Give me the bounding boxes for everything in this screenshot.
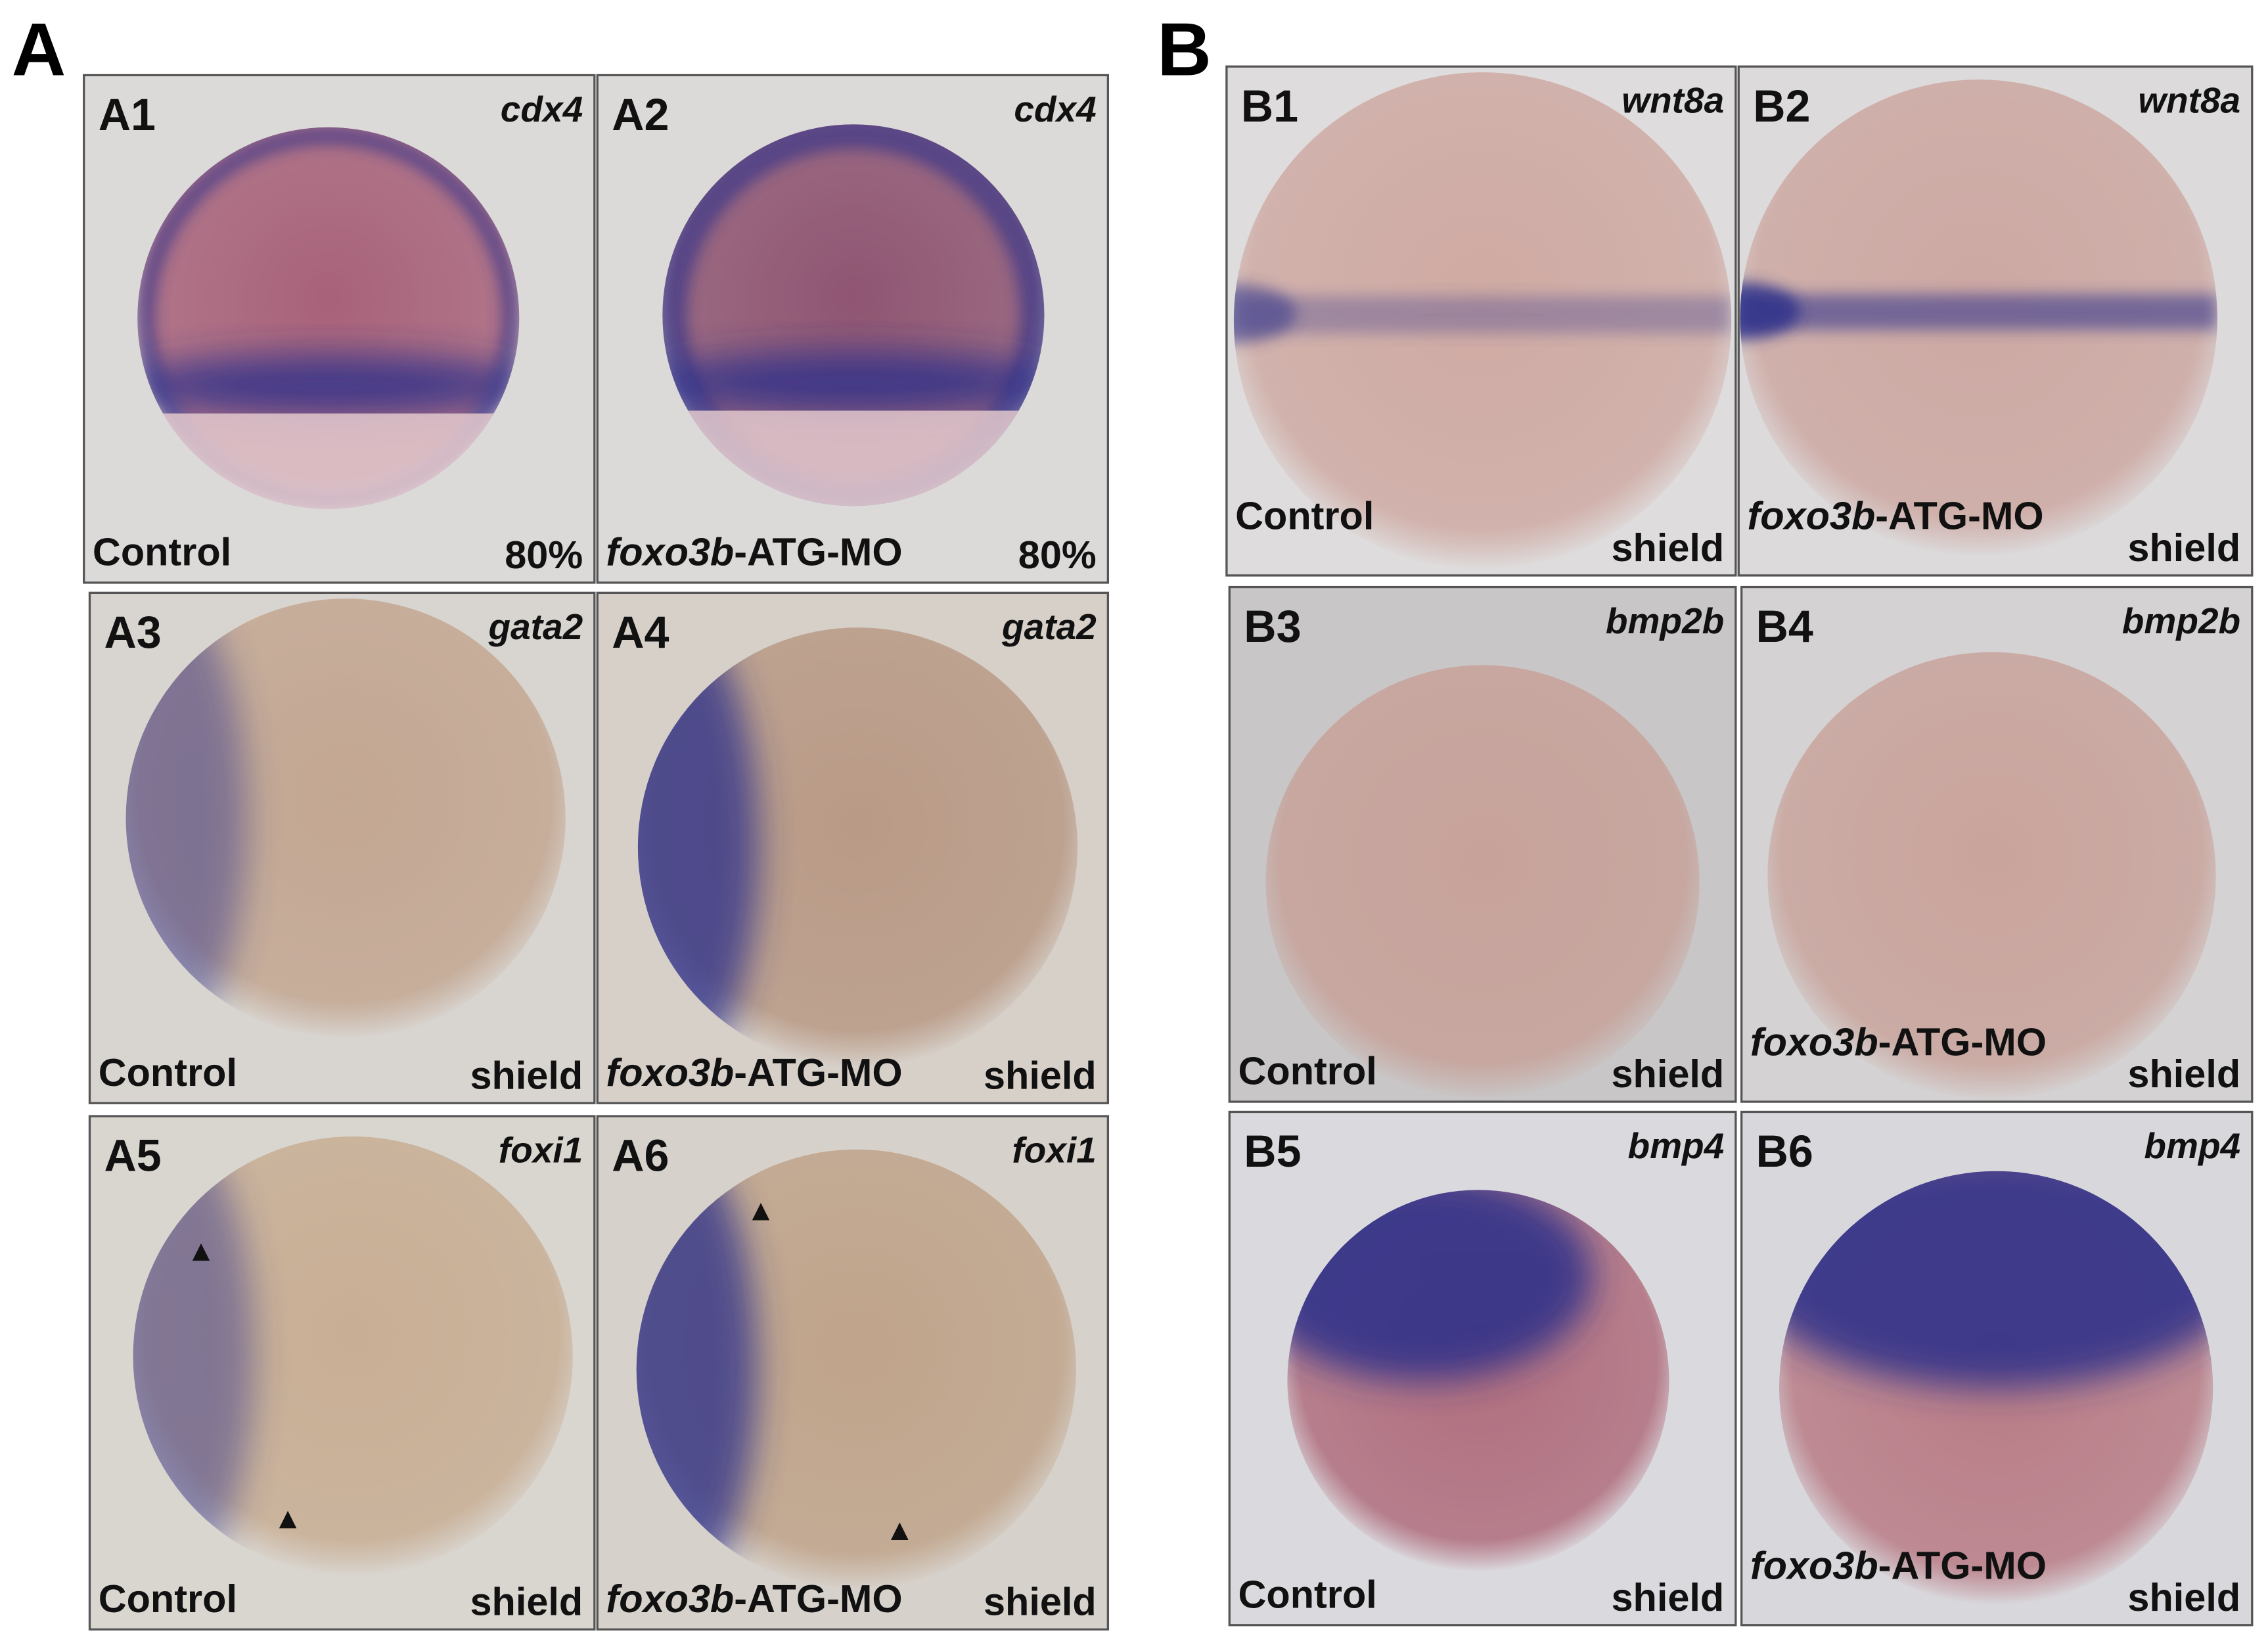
gene-name: bmp2b bbox=[2122, 600, 2240, 641]
panel-id: A3 bbox=[104, 608, 162, 658]
gene-name: foxi1 bbox=[499, 1130, 583, 1171]
condition-label: foxo3b-ATG-MO bbox=[606, 1050, 902, 1094]
stage-label: shield bbox=[2127, 526, 2240, 570]
embryo-image bbox=[637, 627, 1078, 1068]
embryo-image bbox=[1740, 79, 2217, 557]
subpanel: B1 wnt8a Control shield bbox=[1225, 65, 1737, 577]
gene-name: cdx4 bbox=[1014, 89, 1096, 129]
gene-name: gata2 bbox=[488, 606, 583, 647]
condition-text: Control bbox=[99, 1577, 237, 1621]
condition-text: -ATG-MO bbox=[1875, 494, 2043, 538]
condition-text: Control bbox=[93, 530, 231, 574]
gene-name: gata2 bbox=[1001, 606, 1097, 647]
panel-id: A6 bbox=[612, 1131, 669, 1181]
condition-label: foxo3b-ATG-MO bbox=[1750, 1020, 2047, 1064]
panel-id: B2 bbox=[1753, 81, 1810, 131]
stage-label: shield bbox=[470, 1053, 583, 1097]
arrowhead bbox=[891, 1522, 909, 1540]
embryo-image bbox=[133, 1136, 573, 1576]
gene-name: foxi1 bbox=[1012, 1130, 1096, 1171]
embryo-image bbox=[1265, 665, 1700, 1099]
condition-text: Control bbox=[99, 1050, 237, 1094]
subpanel: B2 wnt8a foxo3b-ATG-MO shield bbox=[1737, 65, 2254, 577]
subpanel: A5 foxi1 Control shield bbox=[88, 1115, 596, 1631]
panel-id: A5 bbox=[104, 1131, 162, 1181]
subpanel: B5 bmp4 Control shield bbox=[1228, 1110, 1737, 1627]
subpanel: A3 gata2 Control shield bbox=[88, 591, 596, 1104]
condition-label: Control bbox=[93, 530, 231, 574]
condition-morpholino-gene: foxo3b bbox=[606, 1577, 734, 1621]
panel-id: A1 bbox=[99, 90, 156, 140]
embryo-image bbox=[1767, 652, 2216, 1100]
gene-name: bmp4 bbox=[1627, 1125, 1724, 1166]
condition-text: -ATG-MO bbox=[1878, 1020, 2047, 1064]
figure-panel-label: A bbox=[12, 7, 66, 91]
condition-text: Control bbox=[1238, 1572, 1377, 1616]
stage-label: shield bbox=[2127, 1052, 2240, 1096]
stage-label: 80% bbox=[1018, 533, 1097, 577]
condition-morpholino-gene: foxo3b bbox=[606, 1050, 734, 1094]
condition-label: foxo3b-ATG-MO bbox=[606, 1577, 902, 1621]
arrowhead bbox=[279, 1510, 297, 1529]
condition-label: foxo3b-ATG-MO bbox=[1747, 494, 2043, 538]
gene-name: bmp2b bbox=[1606, 600, 1724, 641]
condition-text: -ATG-MO bbox=[734, 530, 902, 574]
condition-morpholino-gene: foxo3b bbox=[1747, 494, 1875, 538]
condition-text: Control bbox=[1238, 1049, 1377, 1093]
embryo-image bbox=[636, 1149, 1076, 1589]
subpanel: A6 foxi1 foxo3b-ATG-MO shield bbox=[596, 1115, 1110, 1631]
subpanel: B6 bmp4 foxo3b-ATG-MO shield bbox=[1740, 1110, 2254, 1627]
stage-label: shield bbox=[1611, 526, 1724, 570]
panel-id: A2 bbox=[612, 90, 669, 140]
embryo-image bbox=[125, 598, 566, 1039]
gene-name: wnt8a bbox=[1622, 80, 1724, 121]
condition-morpholino-gene: foxo3b bbox=[606, 530, 734, 574]
condition-label: Control bbox=[1235, 494, 1374, 538]
condition-label: foxo3b-ATG-MO bbox=[1750, 1543, 2047, 1587]
arrowhead bbox=[192, 1243, 210, 1261]
figure-panel-label: B bbox=[1157, 7, 1212, 91]
panel-id: B4 bbox=[1756, 602, 1813, 652]
condition-text: -ATG-MO bbox=[734, 1577, 902, 1621]
panel-id: A4 bbox=[612, 608, 669, 658]
panel-id: B6 bbox=[1756, 1127, 1813, 1177]
condition-label: Control bbox=[99, 1050, 237, 1094]
arrowhead bbox=[752, 1203, 770, 1221]
panel-id: B5 bbox=[1244, 1127, 1301, 1177]
stage-label: shield bbox=[1611, 1575, 1724, 1619]
stage-label: shield bbox=[984, 1053, 1097, 1097]
condition-label: Control bbox=[99, 1577, 237, 1621]
condition-label: foxo3b-ATG-MO bbox=[606, 530, 902, 574]
gene-name: cdx4 bbox=[501, 89, 583, 129]
gene-name: bmp4 bbox=[2144, 1125, 2240, 1166]
stage-label: 80% bbox=[505, 533, 583, 577]
gene-name: wnt8a bbox=[2138, 80, 2240, 121]
stage-label: shield bbox=[984, 1579, 1097, 1623]
subpanel: A4 gata2 foxo3b-ATG-MO shield bbox=[596, 591, 1110, 1104]
condition-label: Control bbox=[1238, 1572, 1377, 1616]
stage-label: shield bbox=[470, 1579, 583, 1623]
subpanel: A1 cdx4 Control 80% bbox=[83, 74, 596, 584]
subpanel: B4 bmp2b foxo3b-ATG-MO shield bbox=[1740, 585, 2254, 1103]
embryo-image bbox=[1233, 72, 1732, 570]
condition-morpholino-gene: foxo3b bbox=[1750, 1020, 1878, 1064]
stage-label: shield bbox=[1611, 1052, 1724, 1096]
condition-text: -ATG-MO bbox=[734, 1050, 902, 1094]
subpanel: B3 bmp2b Control shield bbox=[1228, 585, 1737, 1103]
panel-id: B3 bbox=[1244, 602, 1301, 652]
subpanel: A2 cdx4 foxo3b-ATG-MO 80% bbox=[596, 74, 1110, 584]
condition-text: Control bbox=[1235, 494, 1374, 538]
condition-label: Control bbox=[1238, 1049, 1377, 1093]
condition-morpholino-gene: foxo3b bbox=[1750, 1543, 1878, 1587]
panel-id: B1 bbox=[1241, 81, 1298, 131]
condition-text: -ATG-MO bbox=[1878, 1543, 2047, 1587]
stage-label: shield bbox=[2127, 1575, 2240, 1619]
